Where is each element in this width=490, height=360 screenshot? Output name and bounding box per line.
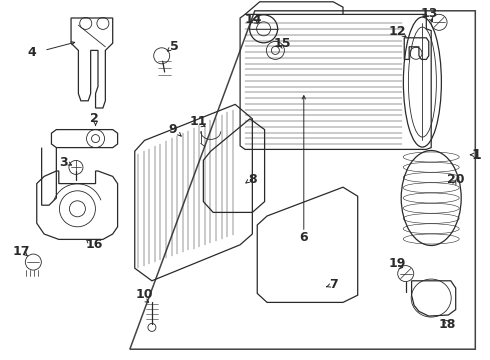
Text: 10: 10	[136, 288, 153, 301]
Text: 17: 17	[12, 246, 30, 258]
Text: 16: 16	[85, 238, 103, 251]
Text: 12: 12	[388, 25, 406, 38]
Text: 14: 14	[245, 13, 262, 26]
Text: 15: 15	[274, 37, 292, 50]
Text: 5: 5	[170, 40, 178, 53]
Text: 9: 9	[168, 123, 177, 136]
Text: 20: 20	[447, 173, 465, 186]
Text: 4: 4	[27, 46, 36, 59]
Text: 3: 3	[59, 156, 68, 168]
Text: 13: 13	[420, 7, 438, 20]
Text: 11: 11	[190, 115, 207, 128]
Text: 1: 1	[471, 148, 481, 162]
Text: 6: 6	[299, 231, 308, 244]
Text: 7: 7	[329, 278, 338, 291]
Text: 8: 8	[248, 173, 257, 186]
Text: 2: 2	[90, 112, 98, 125]
Text: 19: 19	[388, 257, 406, 270]
Text: 18: 18	[438, 318, 456, 330]
